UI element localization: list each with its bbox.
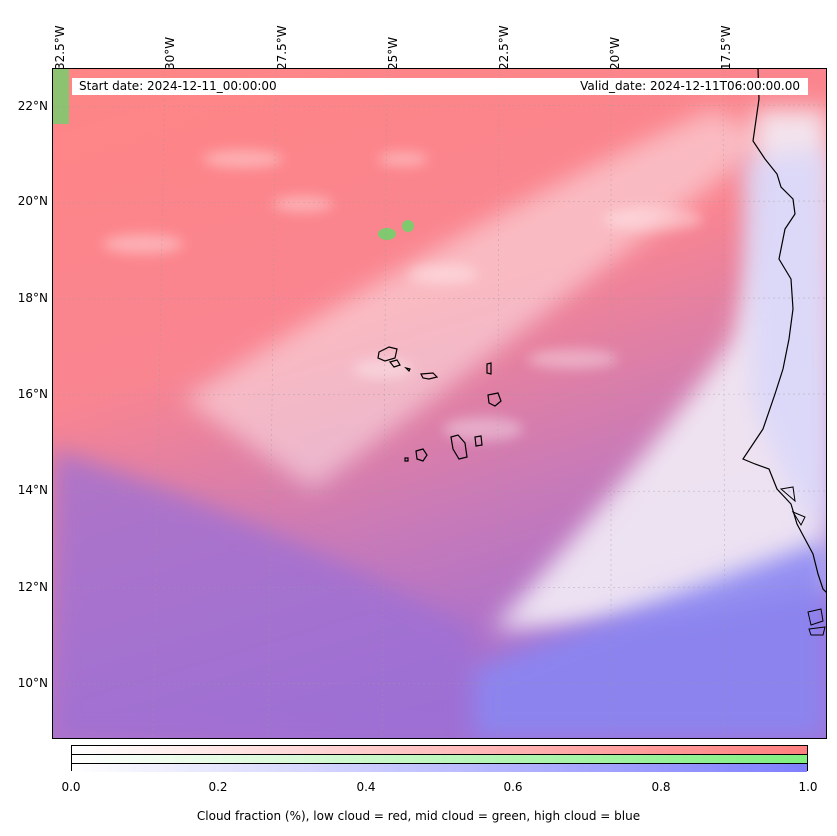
lat-label-16n: 16°N xyxy=(17,387,48,401)
lon-label-27-5w: 27.5°W xyxy=(275,25,289,70)
colorbar-high-cloud xyxy=(72,764,807,772)
lon-label-22-5w: 22.5°W xyxy=(497,25,511,70)
lat-label-14n: 14°N xyxy=(17,483,48,497)
colorbar-mid-cloud xyxy=(72,755,807,764)
clear-sky-region xyxy=(493,109,826,629)
colorbar-tick: 0.4 xyxy=(356,780,376,794)
lat-label-20n: 20°N xyxy=(17,194,48,208)
lat-label-18n: 18°N xyxy=(17,291,48,305)
cloud-fraction-map xyxy=(52,68,827,739)
high-cloud-region-coast xyxy=(743,149,826,537)
colorbar-tick: 0.8 xyxy=(651,780,671,794)
mid-cloud-patches xyxy=(53,69,414,240)
colorbar-low-cloud xyxy=(72,746,807,755)
colorbar-tick: 0.2 xyxy=(208,780,228,794)
lon-label-20w: 20°W xyxy=(608,36,622,70)
lon-label-17-5w: 17.5°W xyxy=(719,25,733,70)
lat-label-12n: 12°N xyxy=(17,580,48,594)
colorbar-label: Cloud fraction (%), low cloud = red, mid… xyxy=(196,809,641,823)
colorbar-tick: 0.0 xyxy=(61,780,81,794)
colorbar-tick: 1.0 xyxy=(798,780,818,794)
lon-label-30w: 30°W xyxy=(163,36,177,70)
valid-date: Valid_date: 2024-12-11T06:00:00.00 xyxy=(580,79,800,93)
lon-label-32-5w: 32.5°W xyxy=(53,25,67,70)
coastal-islands xyxy=(779,486,826,636)
cloud-streaks xyxy=(103,150,703,441)
start-date: Start date: 2024-12-11_00:00:00 xyxy=(79,79,277,93)
cape-verde-islands xyxy=(377,346,502,462)
broken-cloud-band xyxy=(183,109,773,489)
high-cloud-region-south xyxy=(473,539,826,738)
lat-label-22n: 22°N xyxy=(17,99,48,113)
african-coastline xyxy=(742,69,826,593)
colorbar-tick: 0.6 xyxy=(503,780,523,794)
high-low-mix-region xyxy=(53,449,473,738)
lat-label-10n: 10°N xyxy=(17,676,48,690)
lon-label-25w: 25°W xyxy=(386,36,400,70)
colorbar xyxy=(71,745,808,772)
graticule xyxy=(53,69,826,738)
map-canvas xyxy=(53,69,826,738)
date-banner: Start date: 2024-12-11_00:00:00 Valid_da… xyxy=(72,78,808,95)
